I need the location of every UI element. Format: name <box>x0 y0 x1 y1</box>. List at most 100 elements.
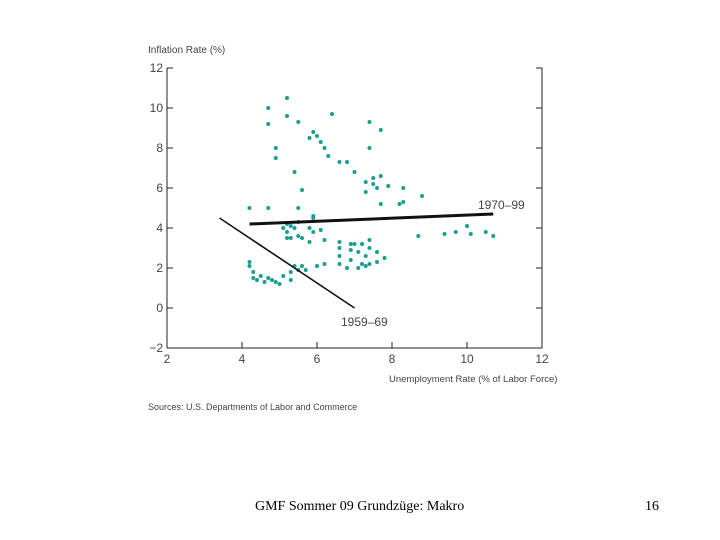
data-point <box>348 242 353 246</box>
data-point <box>337 254 342 258</box>
data-point <box>397 202 402 206</box>
x-axis-title: Unemployment Rate (% of Labor Force) <box>389 374 557 385</box>
x-tick-label: 8 <box>389 352 396 366</box>
data-point <box>322 262 327 266</box>
data-point <box>363 190 368 194</box>
data-point <box>367 238 372 242</box>
source-note: Sources: U.S. Departments of Labor and C… <box>148 402 357 412</box>
data-point <box>345 160 349 164</box>
data-point <box>266 122 271 126</box>
data-point <box>296 120 301 124</box>
data-point <box>285 114 289 118</box>
data-point <box>468 232 473 236</box>
data-point <box>266 276 271 280</box>
data-point <box>307 226 312 230</box>
data-point <box>303 268 308 272</box>
data-point <box>315 264 319 268</box>
plot-layer: −2 0 2 4 6 8 10 12 2 4 6 8 10 12 <box>149 61 549 366</box>
data-point <box>322 146 327 150</box>
data-point <box>247 260 252 264</box>
data-point <box>360 262 364 266</box>
data-point <box>442 232 447 236</box>
y-tick-label: −2 <box>149 341 163 355</box>
y-tick-label: 4 <box>156 221 163 235</box>
data-point <box>337 240 342 244</box>
page-number: 16 <box>645 499 659 514</box>
x-tick-label: 12 <box>535 352 549 366</box>
data-point <box>491 234 496 238</box>
data-point <box>315 134 319 138</box>
data-point <box>465 224 469 228</box>
data-point <box>288 236 293 240</box>
line-label-1959-69: 1959–69 <box>341 315 388 329</box>
data-point <box>322 238 327 242</box>
data-point <box>345 266 349 270</box>
data-point <box>360 242 364 246</box>
y-tick-label: 8 <box>156 141 163 155</box>
x-tick-label: 6 <box>314 352 321 366</box>
y-tick-label: 2 <box>156 261 163 275</box>
data-point <box>292 170 297 174</box>
data-point <box>311 230 316 234</box>
data-point <box>367 246 372 250</box>
data-point <box>251 270 256 274</box>
x-tick-label: 4 <box>239 352 246 366</box>
data-point <box>247 264 252 268</box>
y-axis-title: Inflation Rate (%) <box>148 45 225 56</box>
data-point <box>281 274 286 278</box>
data-point <box>318 140 323 144</box>
data-point <box>292 226 297 230</box>
data-point <box>311 216 316 220</box>
data-point <box>367 146 372 150</box>
data-point <box>247 206 252 210</box>
trend-line-1959-69 <box>219 217 355 309</box>
data-point <box>401 200 406 204</box>
data-point <box>266 106 271 110</box>
data-point <box>371 176 376 180</box>
data-point <box>262 280 267 284</box>
data-point <box>375 260 379 264</box>
y-tick-label: 6 <box>156 181 163 195</box>
data-point <box>352 242 357 246</box>
data-point <box>258 274 263 278</box>
data-point <box>266 206 271 210</box>
x-tick-label: 2 <box>164 352 171 366</box>
data-point <box>277 282 282 286</box>
footer-text: GMF Sommer 09 Grundzüge: Makro <box>255 499 465 514</box>
line-label-1970-99: 1970–99 <box>478 198 525 212</box>
data-point <box>453 230 458 234</box>
x-tick-label: 10 <box>460 352 474 366</box>
data-point <box>382 256 387 260</box>
data-point <box>255 278 259 282</box>
data-point <box>296 234 301 238</box>
data-point <box>273 156 278 160</box>
data-point <box>288 270 293 274</box>
data-point <box>300 188 304 192</box>
data-point <box>326 154 331 158</box>
data-point <box>251 276 256 280</box>
data-point <box>348 248 353 252</box>
data-point <box>375 186 379 190</box>
data-point <box>285 96 289 100</box>
data-point <box>356 250 361 254</box>
data-point <box>270 278 274 282</box>
data-point <box>356 266 361 270</box>
y-tick-label: 10 <box>150 101 164 115</box>
data-point <box>337 246 342 250</box>
y-tick-label: 12 <box>150 61 164 75</box>
data-point <box>367 120 372 124</box>
data-point <box>378 174 383 178</box>
data-point <box>307 136 312 140</box>
data-point <box>367 262 372 266</box>
data-point <box>386 184 391 188</box>
data-point <box>273 146 278 150</box>
data-point <box>371 182 376 186</box>
data-point <box>337 262 342 266</box>
data-point <box>401 186 406 190</box>
data-point <box>337 160 342 164</box>
data-point <box>378 128 383 132</box>
data-point <box>311 130 316 134</box>
data-point <box>375 250 379 254</box>
y-tick-label: 0 <box>156 301 163 315</box>
